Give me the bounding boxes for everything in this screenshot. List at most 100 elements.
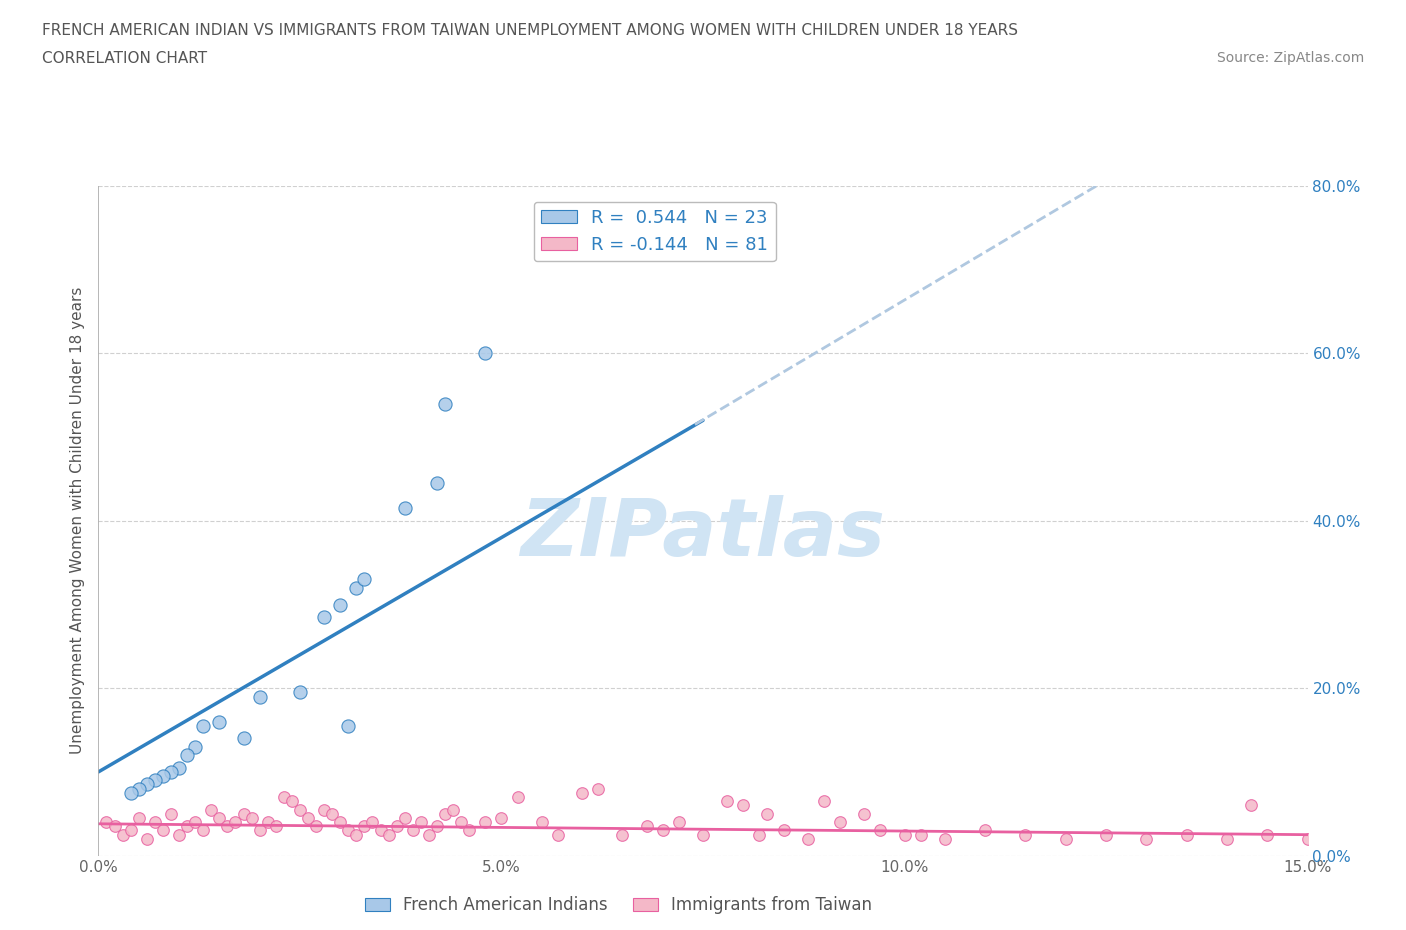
Point <box>1014 828 1036 843</box>
Point <box>394 811 416 826</box>
Point <box>402 823 425 838</box>
Point <box>756 806 779 821</box>
Point <box>1054 831 1077 846</box>
Point <box>305 819 328 834</box>
Point <box>329 597 352 612</box>
Point <box>314 610 336 625</box>
Point <box>772 823 794 838</box>
Point <box>409 815 432 830</box>
Point <box>1296 831 1319 846</box>
Point <box>256 815 278 830</box>
Point <box>474 346 496 361</box>
Point <box>506 790 529 804</box>
Point <box>232 731 254 746</box>
Point <box>361 815 384 830</box>
Point <box>321 806 343 821</box>
Point <box>458 823 481 838</box>
Point <box>370 823 392 838</box>
Point <box>224 815 246 830</box>
Point <box>273 790 295 804</box>
Point <box>193 719 215 734</box>
Point <box>135 777 157 792</box>
Point <box>160 806 183 821</box>
Point <box>426 819 449 834</box>
Point <box>651 823 673 838</box>
Point <box>232 806 254 821</box>
Point <box>491 811 513 826</box>
Point <box>530 815 553 830</box>
Point <box>869 823 891 838</box>
Point <box>934 831 956 846</box>
Text: FRENCH AMERICAN INDIAN VS IMMIGRANTS FROM TAIWAN UNEMPLOYMENT AMONG WOMEN WITH C: FRENCH AMERICAN INDIAN VS IMMIGRANTS FRO… <box>42 23 1018 38</box>
Point <box>434 806 457 821</box>
Point <box>893 828 915 843</box>
Point <box>103 819 125 834</box>
Point <box>143 773 166 788</box>
Point <box>120 823 142 838</box>
Point <box>120 785 142 800</box>
Point <box>748 828 770 843</box>
Point <box>217 819 239 834</box>
Point <box>128 781 150 796</box>
Point <box>297 811 319 826</box>
Point <box>208 714 231 729</box>
Point <box>249 689 271 704</box>
Point <box>193 823 215 838</box>
Y-axis label: Unemployment Among Women with Children Under 18 years: Unemployment Among Women with Children U… <box>69 287 84 754</box>
Text: Source: ZipAtlas.com: Source: ZipAtlas.com <box>1216 51 1364 65</box>
Point <box>208 811 231 826</box>
Text: CORRELATION CHART: CORRELATION CHART <box>42 51 207 66</box>
Point <box>240 811 263 826</box>
Point <box>418 828 440 843</box>
Legend: French American Indians, Immigrants from Taiwan: French American Indians, Immigrants from… <box>359 890 879 921</box>
Point <box>176 819 198 834</box>
Point <box>152 768 174 783</box>
Point <box>167 828 190 843</box>
Point <box>974 823 997 838</box>
Point <box>135 831 157 846</box>
Point <box>586 781 609 796</box>
Point <box>474 815 496 830</box>
Point <box>441 802 464 817</box>
Point <box>612 828 634 843</box>
Point <box>434 396 457 411</box>
Point <box>1135 831 1157 846</box>
Point <box>353 819 375 834</box>
Point <box>636 819 658 834</box>
Point <box>264 819 287 834</box>
Point <box>426 476 449 491</box>
Point <box>288 802 311 817</box>
Point <box>288 685 311 700</box>
Point <box>1256 828 1278 843</box>
Point <box>249 823 271 838</box>
Point <box>828 815 851 830</box>
Point <box>797 831 820 846</box>
Point <box>1216 831 1239 846</box>
Point <box>281 794 304 809</box>
Point <box>377 828 399 843</box>
Point <box>1175 828 1198 843</box>
Point <box>910 828 932 843</box>
Point <box>143 815 166 830</box>
Point <box>96 815 118 830</box>
Point <box>733 798 755 813</box>
Point <box>450 815 472 830</box>
Point <box>547 828 569 843</box>
Point <box>176 748 198 763</box>
Point <box>853 806 876 821</box>
Point <box>813 794 835 809</box>
Point <box>128 811 150 826</box>
Point <box>344 828 367 843</box>
Text: ZIPatlas: ZIPatlas <box>520 495 886 573</box>
Point <box>571 785 593 800</box>
Point <box>385 819 408 834</box>
Point <box>353 572 375 587</box>
Point <box>344 580 367 595</box>
Point <box>716 794 738 809</box>
Point <box>111 828 134 843</box>
Point <box>394 501 416 516</box>
Point <box>668 815 690 830</box>
Point <box>337 719 360 734</box>
Point <box>152 823 174 838</box>
Point <box>692 828 714 843</box>
